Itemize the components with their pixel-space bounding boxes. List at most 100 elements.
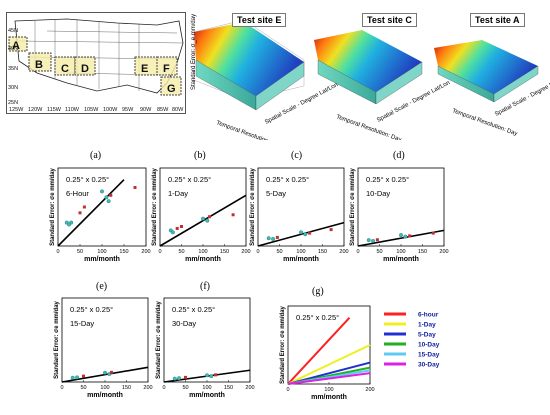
- data-point: [329, 228, 333, 232]
- resolution-label: 0.25° x 0.25°: [296, 313, 339, 322]
- x-tick-label: 150: [224, 385, 233, 391]
- us-map: A B C D E F G 45N 40N 35N 30N 25N 125W 1…: [7, 13, 185, 113]
- data-point: [78, 211, 82, 215]
- data-point: [207, 215, 211, 219]
- x-tick-label: 0: [256, 249, 259, 255]
- legend-label: 30-Day: [418, 362, 440, 369]
- legend-label: 6-hour: [418, 312, 439, 319]
- svg-text:45N: 45N: [8, 28, 18, 34]
- x-axis-label: mm/month: [84, 256, 120, 263]
- x-tick-label: 150: [318, 249, 327, 255]
- data-point: [299, 230, 303, 235]
- panel-label-c: (c): [291, 150, 303, 161]
- data-point: [399, 233, 403, 238]
- data-point: [103, 370, 107, 375]
- site-letter-f: F: [163, 63, 170, 75]
- data-point: [82, 205, 86, 209]
- data-point: [75, 375, 79, 380]
- x-tick-label: 0: [162, 385, 165, 391]
- panel-label-d: (d): [393, 150, 405, 161]
- resolution-label: 0.25° x 0.25°: [168, 175, 211, 184]
- svg-text:125W: 125W: [9, 107, 24, 113]
- x-axis-label: mm/month: [383, 256, 419, 263]
- lat-labels: 45N 40N 35N 30N 25N: [8, 28, 18, 106]
- surface-zlabel: Standard Error: σ_e mm/day: [191, 14, 197, 90]
- lon-labels: 125W 120W 115W 110W 105W 100W 95W 90W 85…: [9, 107, 184, 113]
- x-tick-label: 100: [202, 385, 211, 391]
- svg-text:85W: 85W: [157, 107, 169, 113]
- temporal-annotation: 30-Day: [172, 319, 196, 328]
- panel-label-g: (g): [312, 286, 324, 297]
- legend-label: 5-Day: [418, 332, 436, 339]
- svg-text:110W: 110W: [65, 107, 80, 113]
- resolution-label: 0.25° x 0.25°: [172, 305, 215, 314]
- y-axis-label: Standard Error: σe mm/day: [152, 167, 158, 245]
- x-tick-label: 200: [141, 249, 150, 255]
- x-tick-label: 50: [376, 249, 382, 255]
- x-tick-label: 200: [365, 387, 374, 393]
- svg-text:100W: 100W: [103, 107, 118, 113]
- chart-6: 0 50 100 150 200 mm/month Standard Error: σe m…: [156, 297, 255, 399]
- temporal-annotation: 15-Day: [70, 319, 94, 328]
- x-tick-label: 100: [198, 249, 207, 255]
- data-point: [266, 236, 271, 241]
- resolution-label: 0.25° x 0.25°: [366, 175, 409, 184]
- data-point: [271, 237, 275, 241]
- data-point: [133, 186, 137, 189]
- site-letter-g: G: [167, 83, 176, 95]
- site-letter-c: C: [61, 63, 69, 75]
- data-point: [231, 213, 235, 217]
- plot-frame: [163, 297, 251, 383]
- temporal-annotation: 5-Day: [266, 189, 286, 198]
- data-point: [408, 234, 412, 238]
- y-axis-label: Standard Error: σe mm/day: [50, 167, 56, 245]
- data-point: [214, 373, 218, 377]
- series-line: [287, 344, 371, 385]
- svg-text:115W: 115W: [47, 107, 62, 113]
- data-point: [366, 238, 371, 243]
- y-axis-label: Standard Error: σe mm/day: [54, 300, 60, 378]
- y-axis-label: Standard Error: σe mm/day: [280, 305, 286, 383]
- chart-3: 0 50 100 150 200 mm/month Standard Error: σe m…: [250, 167, 349, 263]
- data-point: [109, 193, 113, 197]
- x-tick-label: 0: [356, 249, 359, 255]
- x-tick-label: 50: [77, 249, 83, 255]
- data-point: [403, 234, 408, 239]
- fit-line: [357, 229, 445, 247]
- x-tick-label: 200: [143, 385, 152, 391]
- data-point: [175, 226, 179, 230]
- svg-text:95W: 95W: [122, 107, 134, 113]
- x-tick-label: 50: [80, 385, 86, 391]
- site-letter-d: D: [81, 63, 89, 75]
- data-point: [431, 231, 435, 235]
- x-tick-label: 150: [220, 249, 229, 255]
- temporal-annotation: 1-Day: [168, 189, 188, 198]
- data-point: [100, 189, 104, 194]
- temporal-annotation: 10-Day: [366, 189, 390, 198]
- data-point: [308, 231, 312, 235]
- x-tick-label: 150: [122, 385, 131, 391]
- x-tick-label: 0: [60, 385, 63, 391]
- x-tick-label: 100: [324, 387, 333, 393]
- resolution-label: 0.25° x 0.25°: [70, 305, 113, 314]
- data-point: [371, 238, 375, 243]
- x-axis-label: mm/month: [185, 256, 221, 263]
- svg-text:40N: 40N: [8, 46, 18, 52]
- data-point: [170, 230, 175, 235]
- y-axis-label: Standard Error: σe mm/day: [250, 167, 256, 245]
- plot-frame: [57, 167, 147, 247]
- x-tick-label: 0: [286, 387, 289, 393]
- resolution-label: 0.25° x 0.25°: [266, 175, 309, 184]
- site-letters: A B C D E F G: [12, 40, 176, 95]
- x-tick-label: 100: [396, 249, 405, 255]
- x-tick-label: 200: [245, 385, 254, 391]
- svg-text:80W: 80W: [172, 107, 184, 113]
- site-letter-a: A: [12, 40, 20, 52]
- x-tick-label: 100: [100, 385, 109, 391]
- x-axis-label: mm/month: [311, 394, 347, 401]
- x-tick-label: 200: [241, 249, 250, 255]
- data-point: [184, 375, 187, 379]
- data-point: [205, 373, 209, 378]
- data-point: [375, 238, 379, 242]
